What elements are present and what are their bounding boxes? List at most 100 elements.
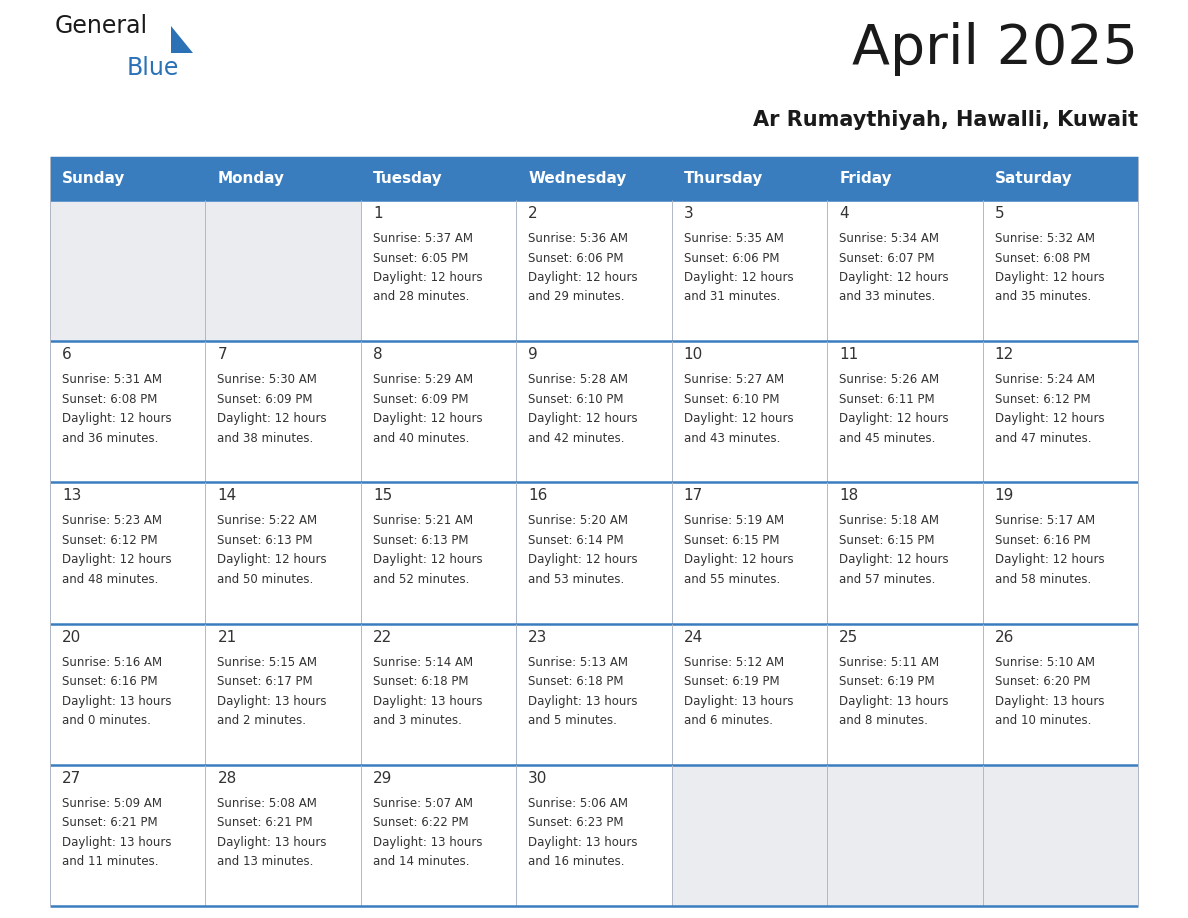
- Text: and 55 minutes.: and 55 minutes.: [684, 573, 781, 586]
- Text: 15: 15: [373, 488, 392, 503]
- Text: Sunset: 6:15 PM: Sunset: 6:15 PM: [839, 534, 935, 547]
- Bar: [206, 341, 361, 482]
- Bar: [671, 765, 827, 906]
- Text: Sunset: 6:22 PM: Sunset: 6:22 PM: [373, 816, 468, 829]
- Bar: [361, 765, 517, 906]
- Text: Sunset: 6:21 PM: Sunset: 6:21 PM: [217, 816, 314, 829]
- Text: Daylight: 12 hours: Daylight: 12 hours: [62, 554, 171, 566]
- Bar: [517, 158, 671, 200]
- Bar: [361, 482, 517, 623]
- Text: 11: 11: [839, 347, 859, 363]
- Bar: [361, 200, 517, 341]
- Text: and 38 minutes.: and 38 minutes.: [217, 431, 314, 444]
- Text: Sunrise: 5:37 AM: Sunrise: 5:37 AM: [373, 232, 473, 245]
- Text: General: General: [55, 14, 148, 38]
- Text: Sunset: 6:11 PM: Sunset: 6:11 PM: [839, 393, 935, 406]
- Text: Sunset: 6:20 PM: Sunset: 6:20 PM: [994, 675, 1091, 688]
- Text: and 45 minutes.: and 45 minutes.: [839, 431, 935, 444]
- Text: Daylight: 12 hours: Daylight: 12 hours: [684, 412, 794, 425]
- Polygon shape: [171, 26, 192, 52]
- Bar: [982, 341, 1138, 482]
- Text: and 10 minutes.: and 10 minutes.: [994, 714, 1091, 727]
- Text: Sunrise: 5:36 AM: Sunrise: 5:36 AM: [529, 232, 628, 245]
- Text: Tuesday: Tuesday: [373, 172, 443, 186]
- Text: Sunrise: 5:06 AM: Sunrise: 5:06 AM: [529, 797, 628, 810]
- Text: 24: 24: [684, 630, 703, 644]
- Text: Sunset: 6:10 PM: Sunset: 6:10 PM: [529, 393, 624, 406]
- Text: Wednesday: Wednesday: [529, 172, 626, 186]
- Text: and 11 minutes.: and 11 minutes.: [62, 856, 158, 868]
- Text: Sunset: 6:12 PM: Sunset: 6:12 PM: [994, 393, 1091, 406]
- Text: Blue: Blue: [127, 56, 179, 80]
- Bar: [827, 765, 982, 906]
- Bar: [206, 158, 361, 200]
- Text: 10: 10: [684, 347, 703, 363]
- Text: and 0 minutes.: and 0 minutes.: [62, 714, 151, 727]
- Text: Sunrise: 5:31 AM: Sunrise: 5:31 AM: [62, 374, 162, 386]
- Text: Sunset: 6:07 PM: Sunset: 6:07 PM: [839, 252, 935, 264]
- Bar: [982, 158, 1138, 200]
- Text: Sunrise: 5:30 AM: Sunrise: 5:30 AM: [217, 374, 317, 386]
- Text: Sunset: 6:16 PM: Sunset: 6:16 PM: [62, 675, 158, 688]
- Text: Sunset: 6:10 PM: Sunset: 6:10 PM: [684, 393, 779, 406]
- Bar: [50, 158, 206, 200]
- Text: and 2 minutes.: and 2 minutes.: [217, 714, 307, 727]
- Text: Daylight: 13 hours: Daylight: 13 hours: [529, 695, 638, 708]
- Text: Daylight: 12 hours: Daylight: 12 hours: [373, 271, 482, 284]
- Text: Daylight: 12 hours: Daylight: 12 hours: [839, 412, 949, 425]
- Text: 8: 8: [373, 347, 383, 363]
- Text: 18: 18: [839, 488, 859, 503]
- Text: Sunday: Sunday: [62, 172, 126, 186]
- Text: 5: 5: [994, 206, 1004, 221]
- Text: Ar Rumaythiyah, Hawalli, Kuwait: Ar Rumaythiyah, Hawalli, Kuwait: [753, 110, 1138, 130]
- Text: 6: 6: [62, 347, 71, 363]
- Text: and 5 minutes.: and 5 minutes.: [529, 714, 617, 727]
- Text: and 16 minutes.: and 16 minutes.: [529, 856, 625, 868]
- Text: 23: 23: [529, 630, 548, 644]
- Text: Sunset: 6:14 PM: Sunset: 6:14 PM: [529, 534, 624, 547]
- Text: Sunrise: 5:08 AM: Sunrise: 5:08 AM: [217, 797, 317, 810]
- Text: Daylight: 12 hours: Daylight: 12 hours: [529, 412, 638, 425]
- Text: Sunrise: 5:11 AM: Sunrise: 5:11 AM: [839, 655, 940, 668]
- Text: Thursday: Thursday: [684, 172, 763, 186]
- Text: April 2025: April 2025: [852, 22, 1138, 76]
- Text: and 28 minutes.: and 28 minutes.: [373, 290, 469, 304]
- Text: and 8 minutes.: and 8 minutes.: [839, 714, 928, 727]
- Bar: [517, 623, 671, 765]
- Bar: [206, 623, 361, 765]
- Text: 7: 7: [217, 347, 227, 363]
- Text: Sunset: 6:18 PM: Sunset: 6:18 PM: [529, 675, 624, 688]
- Text: and 13 minutes.: and 13 minutes.: [217, 856, 314, 868]
- Bar: [361, 623, 517, 765]
- Text: and 58 minutes.: and 58 minutes.: [994, 573, 1091, 586]
- Bar: [982, 200, 1138, 341]
- Text: Sunset: 6:23 PM: Sunset: 6:23 PM: [529, 816, 624, 829]
- Bar: [671, 341, 827, 482]
- Text: and 29 minutes.: and 29 minutes.: [529, 290, 625, 304]
- Text: Daylight: 12 hours: Daylight: 12 hours: [684, 271, 794, 284]
- Text: Sunrise: 5:28 AM: Sunrise: 5:28 AM: [529, 374, 628, 386]
- Text: Sunrise: 5:15 AM: Sunrise: 5:15 AM: [217, 655, 317, 668]
- Text: 30: 30: [529, 771, 548, 786]
- Text: Daylight: 13 hours: Daylight: 13 hours: [62, 835, 171, 849]
- Text: Sunrise: 5:23 AM: Sunrise: 5:23 AM: [62, 514, 162, 528]
- Text: Sunset: 6:18 PM: Sunset: 6:18 PM: [373, 675, 468, 688]
- Bar: [671, 200, 827, 341]
- Bar: [982, 765, 1138, 906]
- Text: Sunset: 6:05 PM: Sunset: 6:05 PM: [373, 252, 468, 264]
- Text: 21: 21: [217, 630, 236, 644]
- Text: 28: 28: [217, 771, 236, 786]
- Text: and 3 minutes.: and 3 minutes.: [373, 714, 462, 727]
- Text: Sunset: 6:12 PM: Sunset: 6:12 PM: [62, 534, 158, 547]
- Text: Saturday: Saturday: [994, 172, 1073, 186]
- Text: Sunrise: 5:22 AM: Sunrise: 5:22 AM: [217, 514, 317, 528]
- Text: Sunset: 6:19 PM: Sunset: 6:19 PM: [684, 675, 779, 688]
- Text: Sunrise: 5:19 AM: Sunrise: 5:19 AM: [684, 514, 784, 528]
- Text: Sunrise: 5:13 AM: Sunrise: 5:13 AM: [529, 655, 628, 668]
- Text: 9: 9: [529, 347, 538, 363]
- Text: 27: 27: [62, 771, 81, 786]
- Text: Sunset: 6:06 PM: Sunset: 6:06 PM: [529, 252, 624, 264]
- Text: Daylight: 12 hours: Daylight: 12 hours: [373, 412, 482, 425]
- Text: Daylight: 12 hours: Daylight: 12 hours: [529, 554, 638, 566]
- Text: Sunrise: 5:34 AM: Sunrise: 5:34 AM: [839, 232, 940, 245]
